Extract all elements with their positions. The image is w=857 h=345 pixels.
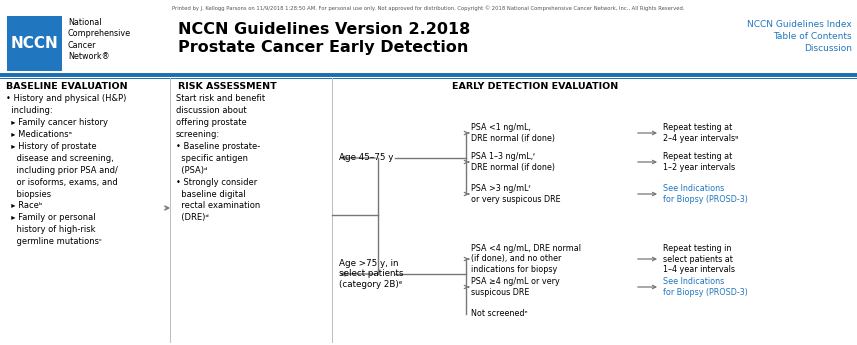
Text: BASELINE EVALUATION: BASELINE EVALUATION: [6, 82, 128, 91]
Text: Discussion: Discussion: [804, 44, 852, 53]
Text: EARLY DETECTION EVALUATION: EARLY DETECTION EVALUATION: [452, 82, 618, 91]
Text: See Indications
for Biopsy (PROSD-3): See Indications for Biopsy (PROSD-3): [663, 277, 748, 297]
Text: Printed by J. Kellogg Parsons on 11/9/2018 1:28:50 AM. For personal use only. No: Printed by J. Kellogg Parsons on 11/9/20…: [171, 5, 684, 11]
Text: NCCN Guidelines Version 2.2018: NCCN Guidelines Version 2.2018: [178, 22, 470, 37]
Text: RISK ASSESSMENT: RISK ASSESSMENT: [178, 82, 277, 91]
Text: Age >75 y, in
select patients
(category 2B)ᵉ: Age >75 y, in select patients (category …: [339, 259, 404, 289]
Text: PSA <4 ng/mL, DRE normal
(if done), and no other
indications for biopsy: PSA <4 ng/mL, DRE normal (if done), and …: [471, 244, 581, 274]
Text: Repeat testing in
select patients at
1–4 year intervals: Repeat testing in select patients at 1–4…: [663, 244, 735, 274]
Text: Start risk and benefit
discussion about
offering prostate
screening:
• Baseline : Start risk and benefit discussion about …: [176, 94, 265, 223]
Text: NCCN Guidelines Index: NCCN Guidelines Index: [747, 20, 852, 29]
Text: Table of Contents: Table of Contents: [773, 32, 852, 41]
Text: NCCN: NCCN: [10, 36, 58, 51]
Text: Prostate Cancer Early Detection: Prostate Cancer Early Detection: [178, 40, 469, 55]
Text: PSA ≥4 ng/mL or very
suspicous DRE: PSA ≥4 ng/mL or very suspicous DRE: [471, 277, 560, 297]
Text: Age 45–75 y: Age 45–75 y: [339, 154, 393, 162]
Text: National
Comprehensive
Cancer
Network®: National Comprehensive Cancer Network®: [68, 18, 131, 61]
FancyBboxPatch shape: [7, 16, 62, 71]
Text: PSA <1 ng/mL,
DRE normal (if done): PSA <1 ng/mL, DRE normal (if done): [471, 123, 555, 143]
Text: PSA >3 ng/mLᶠ
or very suspicous DRE: PSA >3 ng/mLᶠ or very suspicous DRE: [471, 184, 560, 204]
Text: PSA 1–3 ng/mL,ᶠ
DRE normal (if done): PSA 1–3 ng/mL,ᶠ DRE normal (if done): [471, 152, 555, 172]
Text: Repeat testing at
1–2 year intervals: Repeat testing at 1–2 year intervals: [663, 152, 735, 172]
Text: See Indications
for Biopsy (PROSD-3): See Indications for Biopsy (PROSD-3): [663, 184, 748, 204]
Text: • History and physical (H&P)
  including:
  ▸ Family cancer history
  ▸ Medicati: • History and physical (H&P) including: …: [6, 94, 126, 246]
Text: Repeat testing at
2–4 year intervalsᵍ: Repeat testing at 2–4 year intervalsᵍ: [663, 123, 739, 143]
Text: Not screenedᵉ: Not screenedᵉ: [471, 309, 528, 318]
